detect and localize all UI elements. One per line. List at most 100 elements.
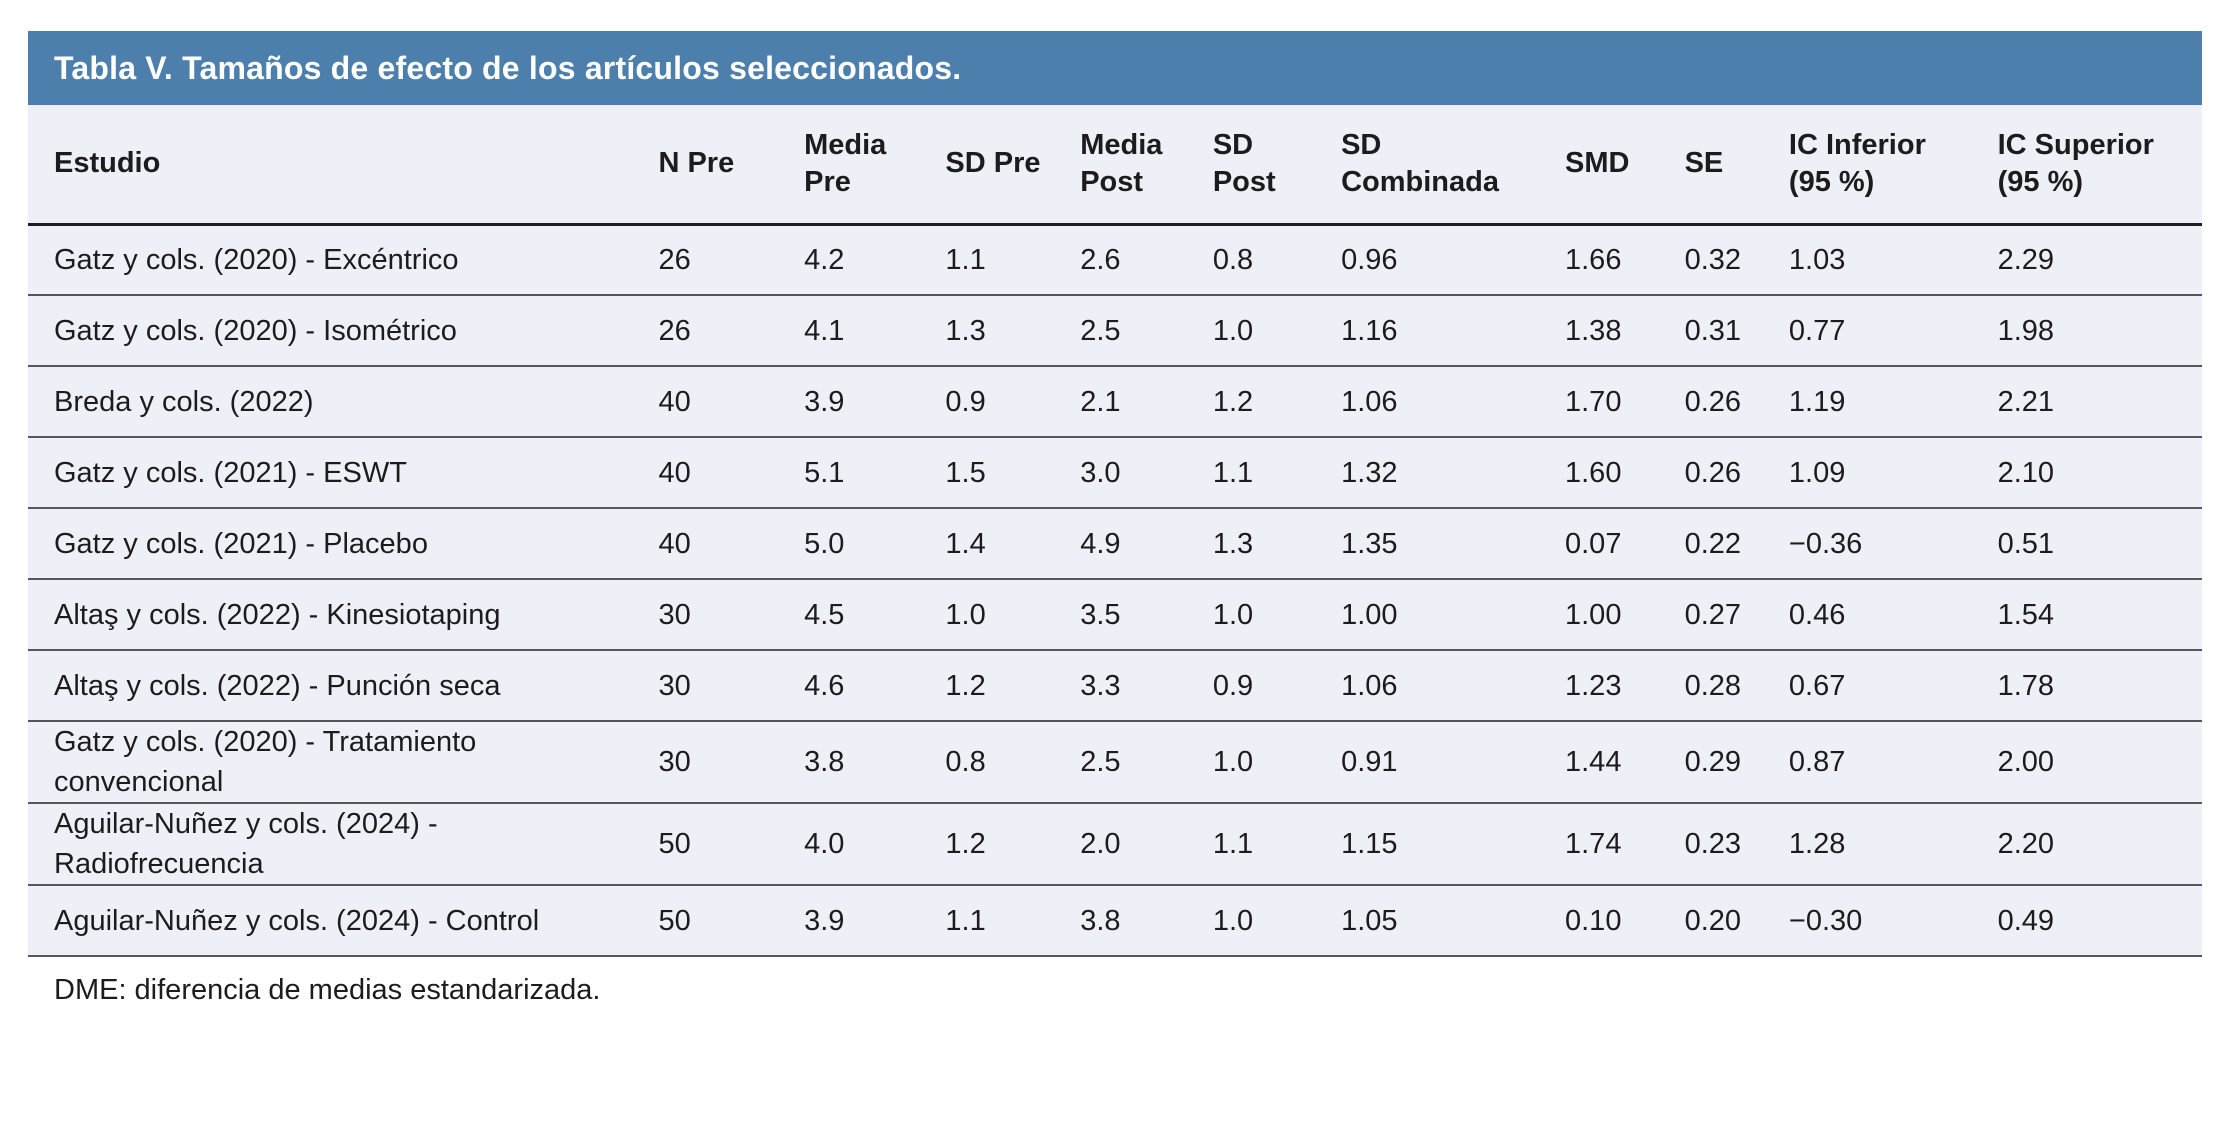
value-cell: 0.87 [1788,721,1998,804]
value-cell: 1.2 [945,803,1081,886]
table-row: Gatz y cols. (2020) - Excéntrico 26 4.2 1.1… [28,224,2202,296]
value-cell: 30 [658,721,805,804]
value-cell: 3.9 [804,885,946,957]
value-cell: 0.96 [1341,224,1565,296]
value-cell: 0.20 [1684,885,1789,957]
value-cell: 1.15 [1341,803,1565,886]
table-row: Gatz y cols. (2021) - Placebo 40 5.0 1.4 4.9… [28,508,2202,580]
value-cell: 0.22 [1684,508,1789,580]
value-cell: 5.1 [804,437,946,509]
value-cell: 1.35 [1341,508,1565,580]
value-cell: 0.8 [945,721,1081,804]
column-header: IC Inferior (95 %) [1788,105,1998,226]
value-cell: 1.66 [1565,224,1685,296]
table-row: Aguilar-Nuñez y cols. (2024) - Control 50… [28,885,2202,957]
value-cell: 3.9 [804,366,946,438]
value-cell: 0.46 [1788,579,1998,651]
value-cell: 1.0 [1212,579,1342,651]
value-cell: 1.0 [1212,295,1342,367]
value-cell: 1.2 [1212,366,1342,438]
table-row: Altaş y cols. (2022) - Kinesiotaping 30 4.… [28,579,2202,651]
value-cell: 2.20 [1997,803,2202,886]
value-cell: 0.91 [1341,721,1565,804]
table-container: Tabla V. Tamaños de efecto de los artícu… [28,31,2202,1007]
column-header: SD Combinada [1341,105,1565,226]
value-cell: 26 [658,224,805,296]
value-cell: 1.09 [1788,437,1998,509]
study-cell: Gatz y cols. (2020) - Excéntrico [28,224,659,296]
header-row: Estudio N Pre Media Pre SD Pre Media Post SD … [28,105,2202,226]
value-cell: 40 [658,508,805,580]
value-cell: 0.51 [1997,508,2202,580]
study-cell: Gatz y cols. (2021) - ESWT [28,437,659,509]
value-cell: 50 [658,885,805,957]
table-row: Gatz y cols. (2020) - Tratamiento conven… [28,721,2202,804]
value-cell: 2.5 [1080,295,1213,367]
value-cell: 2.10 [1997,437,2202,509]
value-cell: 1.23 [1565,650,1685,722]
column-header: N Pre [658,105,805,226]
value-cell: 4.0 [804,803,946,886]
column-header: SE [1684,105,1789,226]
value-cell: 0.23 [1684,803,1789,886]
value-cell: 1.44 [1565,721,1685,804]
column-header: Media Post [1080,105,1213,226]
value-cell: 2.5 [1080,721,1213,804]
study-cell: Gatz y cols. (2020) - Tratamiento conven… [28,721,659,804]
value-cell: 1.5 [945,437,1081,509]
value-cell: 0.10 [1565,885,1685,957]
table-footnote: DME: diferencia de medias estandarizada. [28,957,2202,1007]
value-cell: 0.29 [1684,721,1789,804]
table-row: Aguilar-Nuñez y cols. (2024) - Radiofrec… [28,803,2202,886]
value-cell: 1.00 [1565,579,1685,651]
study-cell: Gatz y cols. (2020) - Isométrico [28,295,659,367]
value-cell: 1.1 [945,224,1081,296]
value-cell: 1.70 [1565,366,1685,438]
column-header: SMD [1565,105,1685,226]
value-cell: 1.38 [1565,295,1685,367]
value-cell: 3.3 [1080,650,1213,722]
value-cell: 40 [658,366,805,438]
value-cell: 0.49 [1997,885,2202,957]
value-cell: 2.0 [1080,803,1213,886]
value-cell: 1.0 [945,579,1081,651]
study-cell: Altaş y cols. (2022) - Punción seca [28,650,659,722]
value-cell: 0.28 [1684,650,1789,722]
value-cell: 2.00 [1997,721,2202,804]
value-cell: 0.67 [1788,650,1998,722]
value-cell: 50 [658,803,805,886]
table-row: Altaş y cols. (2022) - Punción seca 30 4.6… [28,650,2202,722]
value-cell: 1.2 [945,650,1081,722]
value-cell: 1.0 [1212,885,1342,957]
value-cell: 1.4 [945,508,1081,580]
column-header: Media Pre [804,105,946,226]
value-cell: 1.16 [1341,295,1565,367]
value-cell: 1.06 [1341,366,1565,438]
value-cell: 0.26 [1684,437,1789,509]
study-cell: Gatz y cols. (2021) - Placebo [28,508,659,580]
value-cell: 1.1 [945,885,1081,957]
table-row: Gatz y cols. (2021) - ESWT 40 5.1 1.5 3.0 1.1… [28,437,2202,509]
column-header: IC Superior (95 %) [1997,105,2202,226]
value-cell: 1.3 [945,295,1081,367]
value-cell: 3.8 [804,721,946,804]
value-cell: 1.1 [1212,437,1342,509]
value-cell: 1.32 [1341,437,1565,509]
value-cell: 0.8 [1212,224,1342,296]
table-body: Gatz y cols. (2020) - Excéntrico 26 4.2 1.1… [28,224,2202,957]
table-title: Tabla V. Tamaños de efecto de los artícu… [54,49,962,86]
value-cell: 0.27 [1684,579,1789,651]
table-row: Gatz y cols. (2020) - Isométrico 26 4.1 1.3… [28,295,2202,367]
value-cell: 0.31 [1684,295,1789,367]
column-header: SD Pre [945,105,1081,226]
value-cell: 3.8 [1080,885,1213,957]
value-cell: 0.07 [1565,508,1685,580]
value-cell: 30 [658,579,805,651]
table-row: Breda y cols. (2022) 40 3.9 0.9 2.1 1.2 1.06 1.… [28,366,2202,438]
value-cell: 0.77 [1788,295,1998,367]
value-cell: 1.28 [1788,803,1998,886]
value-cell: 30 [658,650,805,722]
value-cell: 4.2 [804,224,946,296]
value-cell: 1.05 [1341,885,1565,957]
value-cell: 1.1 [1212,803,1342,886]
